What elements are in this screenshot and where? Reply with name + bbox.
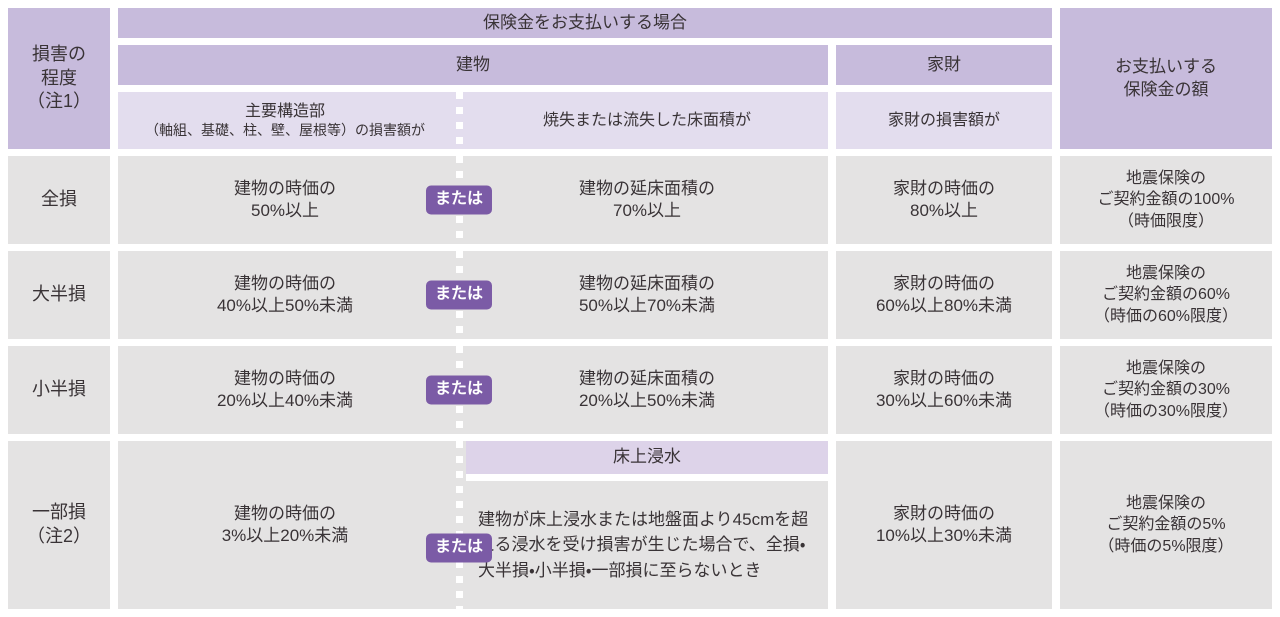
flood-section: 床上浸水 建物が床上浸水または地盤面より45cmを超える浸水を受け損害が生じた場…	[466, 441, 828, 609]
payout-value: 地震保険の ご契約金額の60% （時価の60%限度）	[1060, 251, 1272, 339]
row-label-shohanson: 小半損	[8, 346, 110, 434]
building-damage-value: 建物の時価の 3%以上20%未満	[118, 441, 452, 609]
household-value: 家財の時価の 60%以上80%未満	[836, 251, 1052, 339]
or-badge: または	[425, 280, 493, 310]
header-damage-degree: 損害の 程度 （注1）	[8, 8, 110, 149]
header-building: 建物	[118, 45, 828, 85]
header-main-structure-detail: （軸組、基礎、柱、壁、屋根等）の損害額が	[145, 121, 425, 138]
floor-area-value: 建物の延床面積の 70%以上	[579, 178, 715, 220]
header-payment-case: 保険金をお支払いする場合	[118, 8, 1052, 38]
row-label-daihanson: 大半損	[8, 251, 110, 339]
header-household-sub: 家財の損害額が	[836, 92, 1052, 149]
flood-header: 床上浸水	[466, 441, 828, 474]
header-main-structure-title: 主要構造部	[244, 102, 325, 120]
header-payout-amount: お支払いする 保険金の額	[1060, 8, 1272, 149]
payout-value: 地震保険の ご契約金額の30% （時価の30%限度）	[1060, 346, 1272, 434]
household-value: 家財の時価の 80%以上	[836, 156, 1052, 244]
building-damage-value: 建物の時価の 20%以上40%未満	[216, 368, 354, 410]
flood-condition-text: 建物が床上浸水または地盤面より45cmを超える浸水を受け損害が生じた場合で、全損…	[466, 481, 828, 609]
dotted-divider	[452, 441, 466, 609]
floor-area-value: 建物の延床面積の 50%以上70%未満	[578, 273, 716, 315]
or-badge: または	[425, 533, 493, 563]
dotted-divider	[452, 92, 466, 149]
header-floor-area: 焼失または流失した床面積が	[542, 111, 751, 129]
building-condition-row4: 建物の時価の 3%以上20%未満 床上浸水 建物が床上浸水または地盤面より45c…	[118, 441, 828, 609]
household-value: 家財の時価の 10%以上30%未満	[836, 441, 1052, 609]
header-building-subrow: 主要構造部 （軸組、基礎、柱、壁、屋根等）の損害額が 焼失または流失した床面積が	[118, 92, 828, 149]
row-label-ichibuson: 一部損 （注2）	[8, 441, 110, 609]
payout-value: 地震保険の ご契約金額の100% （時価限度）	[1060, 156, 1272, 244]
building-condition-row2: 建物の時価の 40%以上50%未満 建物の延床面積の 50%以上70%未満 また…	[118, 251, 828, 339]
row-label-zenson: 全損	[8, 156, 110, 244]
header-household: 家財	[836, 45, 1052, 85]
payout-value: 地震保険の ご契約金額の5% （時価の5%限度）	[1060, 441, 1272, 609]
or-badge: または	[425, 375, 493, 405]
or-badge: または	[425, 185, 493, 215]
household-value: 家財の時価の 30%以上60%未満	[836, 346, 1052, 434]
header-main-structure: 主要構造部 （軸組、基礎、柱、壁、屋根等）の損害額が	[118, 92, 452, 149]
floor-area-value: 建物の延床面積の 20%以上50%未満	[578, 368, 716, 410]
building-damage-value: 建物の時価の 50%以上	[234, 178, 336, 220]
building-condition-row1: 建物の時価の 50%以上 建物の延床面積の 70%以上 または	[118, 156, 828, 244]
building-damage-value: 建物の時価の 40%以上50%未満	[216, 273, 354, 315]
building-condition-row3: 建物の時価の 20%以上40%未満 建物の延床面積の 20%以上50%未満 また…	[118, 346, 828, 434]
